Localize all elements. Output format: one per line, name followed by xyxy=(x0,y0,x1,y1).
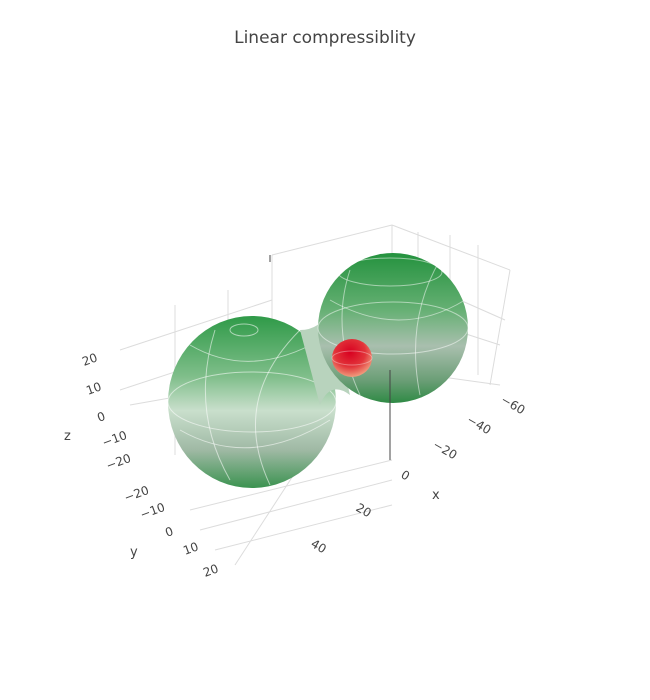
x-tick: −20 xyxy=(431,437,460,462)
z-tick: 0 xyxy=(95,409,107,425)
chart-title: Linear compressiblity xyxy=(234,28,416,48)
x-tick: 40 xyxy=(309,536,329,556)
z-axis-title: z xyxy=(64,429,71,444)
surface-inner-red[interactable] xyxy=(331,339,373,377)
z-tick: −10 xyxy=(100,428,129,450)
x-axis-title: x xyxy=(432,488,440,503)
y-tick: 0 xyxy=(163,524,175,540)
x-tick: 20 xyxy=(354,500,374,520)
z-tick: 20 xyxy=(80,350,99,368)
y-axis: −20 −10 0 10 20 y xyxy=(122,483,220,580)
z-tick: 10 xyxy=(84,379,103,397)
y-axis-title: y xyxy=(130,545,138,560)
z-axis: 20 10 0 −10 −20 z xyxy=(64,350,133,472)
x-axis: −60 −40 −20 0 20 40 x xyxy=(309,392,528,556)
surface-lobe-right[interactable] xyxy=(317,253,469,403)
surface-lobe-left[interactable] xyxy=(167,316,337,488)
x-tick: −60 xyxy=(499,392,528,417)
y-tick: −20 xyxy=(122,483,151,505)
y-tick: 20 xyxy=(201,561,220,579)
axis-lines xyxy=(269,255,391,460)
y-tick: 10 xyxy=(181,539,200,557)
x-tick: −40 xyxy=(465,412,494,437)
y-tick: −10 xyxy=(138,500,167,522)
x-tick: 0 xyxy=(399,467,413,483)
z-tick: −20 xyxy=(104,451,133,473)
